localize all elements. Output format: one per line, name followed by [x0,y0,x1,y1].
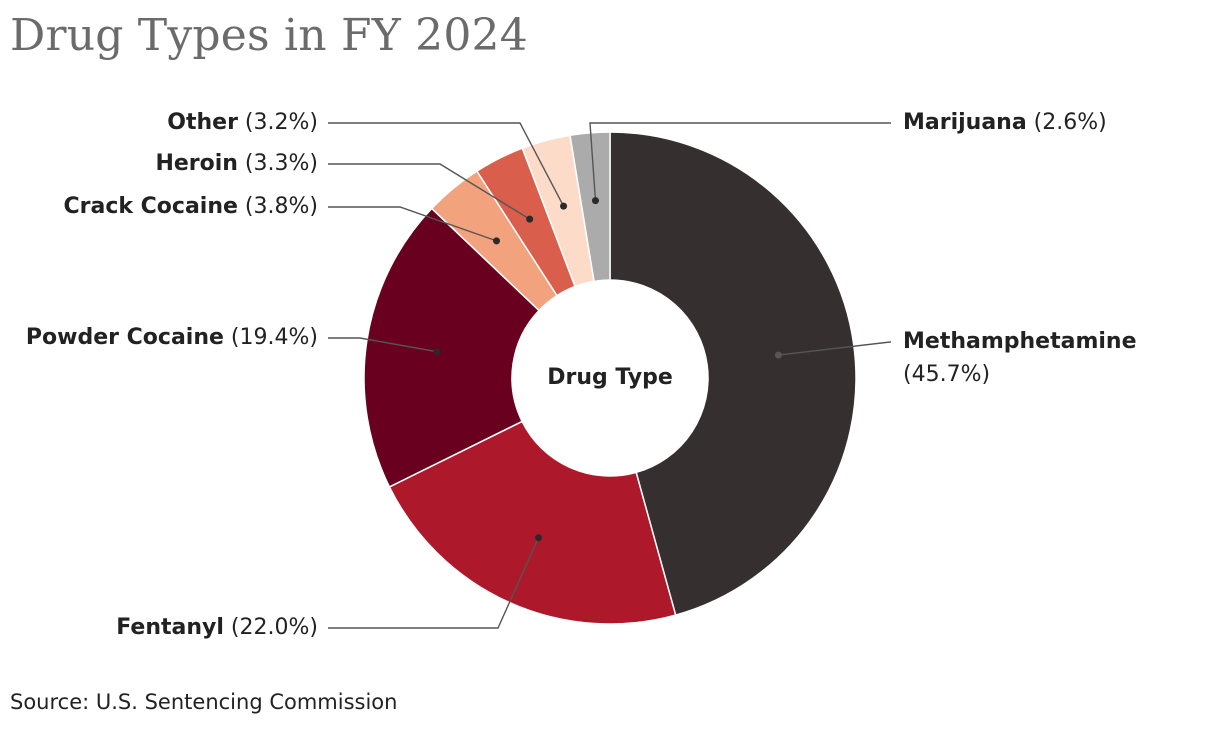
label-heroin: Heroin (3.3%) [155,151,318,176]
leader-line-methamphetamine [778,341,891,356]
label-fentanyl: Fentanyl (22.0%) [116,615,318,640]
leader-dot-crack-cocaine [493,237,501,245]
chart-title: Drug Types in FY 2024 [10,10,528,61]
leader-dot-other [560,202,568,210]
center-label: Drug Type [547,365,673,390]
leader-line-powder-cocaine [328,337,438,353]
slice-powder-cocaine[interactable] [363,207,541,488]
slice-marijuana[interactable] [569,131,611,283]
label-methamphetamine: Methamphetamine (45.7%) [903,329,1137,387]
slice-fentanyl[interactable] [388,420,677,625]
source-note: Source: U.S. Sentencing Commission [10,690,398,714]
leader-line-other [328,122,565,207]
label-other: Other (3.2%) [167,110,318,135]
slice-methamphetamine[interactable] [609,131,857,617]
leader-dot-heroin [526,215,534,223]
leader-dot-marijuana [591,197,599,205]
leader-dot-fentanyl [534,534,542,542]
label-marijuana: Marijuana (2.6%) [903,110,1107,135]
label-crack-cocaine: Crack Cocaine (3.8%) [63,194,318,219]
leader-line-heroin [328,163,531,220]
leader-dot-methamphetamine [774,351,782,359]
leader-line-crack-cocaine [328,206,497,242]
label-powder-cocaine: Powder Cocaine (19.4%) [26,325,318,350]
leader-line-marijuana [589,122,891,201]
leader-line-fentanyl [328,537,540,629]
leader-dot-powder-cocaine [433,348,441,356]
